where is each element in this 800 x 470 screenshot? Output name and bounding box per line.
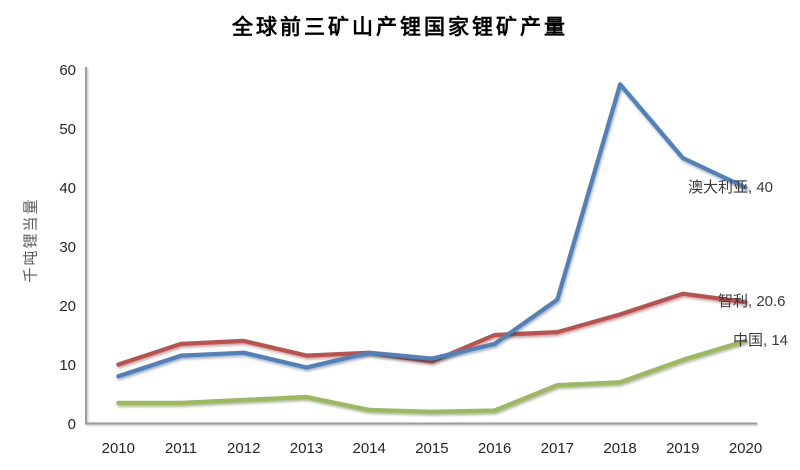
- x-tick-label: 2018: [603, 440, 636, 457]
- y-tick-label: 20: [59, 298, 76, 315]
- y-tick-label: 60: [59, 62, 76, 79]
- y-tick-label: 0: [68, 416, 76, 433]
- y-tick-label: 40: [59, 180, 76, 197]
- x-tick-label: 2011: [165, 440, 197, 457]
- series-line-china: [116, 338, 748, 414]
- y-tick-label: 50: [59, 121, 76, 138]
- y-tick-label: 10: [59, 357, 76, 374]
- x-tick-label: 2012: [227, 440, 260, 457]
- y-tick-label: 30: [59, 239, 76, 256]
- x-tick-label: 2017: [541, 440, 574, 457]
- x-tick-label: 2015: [415, 440, 448, 457]
- x-tick-label: 2013: [290, 440, 323, 457]
- axis-lines: [85, 67, 757, 425]
- chart-title: 全球前三矿山产锂国家锂矿产量: [232, 15, 568, 39]
- series-line-chile: [116, 291, 748, 367]
- series-end-label-china: 中国, 14: [733, 331, 789, 349]
- series-end-label-chile: 智利, 20.6: [718, 292, 786, 310]
- x-tick-label: 2019: [666, 440, 699, 457]
- series-end-label-australia: 澳大利亚, 40: [688, 178, 774, 196]
- x-tick-label: 2010: [102, 440, 135, 457]
- x-tick-label: 2016: [478, 440, 511, 457]
- x-tick-label: 2020: [729, 440, 762, 457]
- series-line-australia: [116, 82, 748, 379]
- x-tick-label: 2014: [352, 440, 385, 457]
